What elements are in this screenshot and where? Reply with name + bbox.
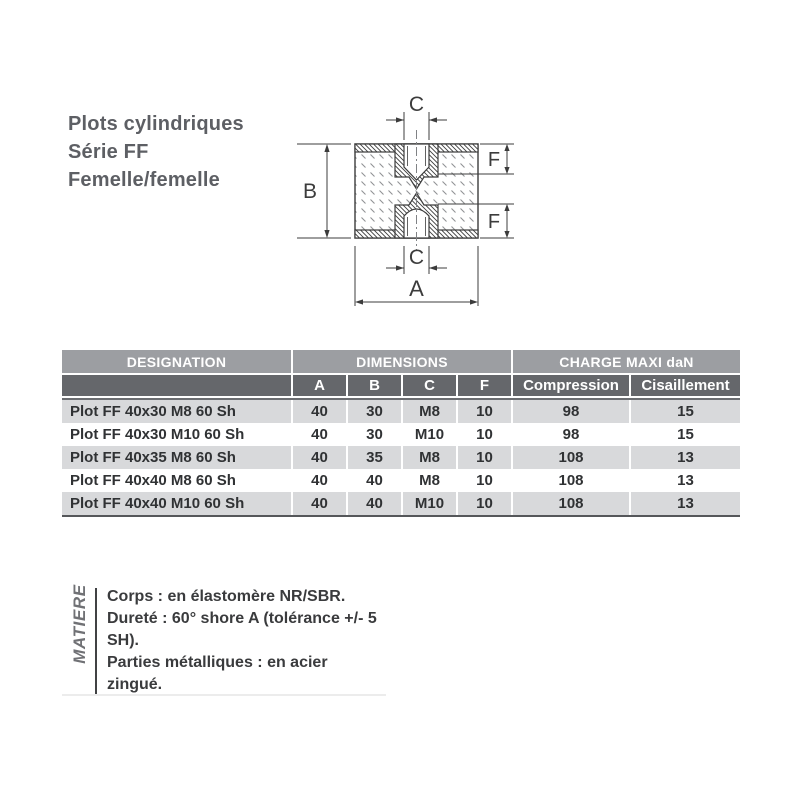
- dimension-a: [354, 246, 479, 306]
- cell-c: M10: [403, 423, 456, 446]
- page-title: Plots cylindriques Série FF Femelle/feme…: [68, 110, 244, 194]
- cell-f: 10: [458, 446, 511, 469]
- material-section: MATIERE Corps : en élastomère NR/SBR. Du…: [62, 580, 386, 696]
- series-name: Série FF: [68, 141, 149, 163]
- dimension-c-top: [386, 112, 447, 140]
- col-group-designation: DESIGNATION: [62, 350, 291, 373]
- material-line: Dureté : 60° shore A (tolérance +/- 5 SH…: [107, 610, 377, 649]
- dim-label-f-top: F: [488, 149, 500, 171]
- col-header-compression: Compression: [513, 375, 629, 396]
- cell-c: M10: [403, 492, 456, 515]
- technical-drawing: C B F F C A: [297, 93, 514, 306]
- col-header-b: B: [348, 375, 401, 396]
- cell-b: 40: [348, 492, 401, 515]
- dim-label-a: A: [409, 276, 424, 301]
- cell-compression: 98: [513, 423, 629, 446]
- spec-table: DESIGNATION DIMENSIONS CHARGE MAXI daN A…: [62, 350, 740, 517]
- cell-f: 10: [458, 400, 511, 423]
- cell-f: 10: [458, 423, 511, 446]
- col-group-charge: CHARGE MAXI daN: [513, 350, 740, 373]
- cell-a: 40: [293, 469, 346, 492]
- table-row: Plot FF 40x40 M10 60 Sh 40 40 M10 10 108…: [62, 492, 740, 515]
- material-vertical-label: MATIERE: [70, 584, 89, 664]
- col-header-c: C: [403, 375, 456, 396]
- cell-c: M8: [403, 400, 456, 423]
- material-divider: [95, 588, 97, 694]
- dim-label-f-bottom: F: [488, 211, 500, 233]
- cell-cisaillement: 13: [631, 492, 740, 515]
- cell-cisaillement: 15: [631, 423, 740, 446]
- cell-b: 35: [348, 446, 401, 469]
- cell-designation: Plot FF 40x40 M8 60 Sh: [62, 469, 291, 492]
- col-header-a: A: [293, 375, 346, 396]
- cell-c: M8: [403, 469, 456, 492]
- cell-a: 40: [293, 423, 346, 446]
- cell-designation: Plot FF 40x30 M10 60 Sh: [62, 423, 291, 446]
- cell-f: 10: [458, 469, 511, 492]
- table-bottom-rule: [62, 515, 740, 517]
- dim-label-b: B: [303, 180, 317, 203]
- cell-designation: Plot FF 40x40 M10 60 Sh: [62, 492, 291, 515]
- product-family: Plots cylindriques: [68, 113, 244, 135]
- cell-b: 40: [348, 469, 401, 492]
- variant-name: Femelle/femelle: [68, 169, 220, 191]
- dim-label-c-top: C: [409, 93, 424, 116]
- material-line: Corps : en élastomère NR/SBR.: [107, 588, 346, 605]
- cell-compression: 108: [513, 469, 629, 492]
- cell-compression: 98: [513, 400, 629, 423]
- cell-a: 40: [293, 400, 346, 423]
- material-notes: Corps : en élastomère NR/SBR. Dureté : 6…: [107, 586, 386, 696]
- table-row: Plot FF 40x30 M8 60 Sh 40 30 M8 10 98 15: [62, 400, 740, 423]
- cell-b: 30: [348, 400, 401, 423]
- dim-label-c-bottom: C: [409, 246, 424, 269]
- dimension-b: [297, 143, 351, 239]
- cell-designation: Plot FF 40x30 M8 60 Sh: [62, 400, 291, 423]
- cell-c: M8: [403, 446, 456, 469]
- cell-compression: 108: [513, 492, 629, 515]
- cell-compression: 108: [513, 446, 629, 469]
- material-line: Parties métalliques : en acier zingué.: [107, 654, 328, 693]
- col-header-f: F: [458, 375, 511, 396]
- table-row: Plot FF 40x35 M8 60 Sh 40 35 M8 10 108 1…: [62, 446, 740, 469]
- cell-cisaillement: 13: [631, 446, 740, 469]
- col-group-dimensions: DIMENSIONS: [293, 350, 511, 373]
- cell-b: 30: [348, 423, 401, 446]
- cell-a: 40: [293, 446, 346, 469]
- col-header-cisaillement: Cisaillement: [631, 375, 740, 396]
- col-header-blank: [62, 375, 291, 396]
- cell-designation: Plot FF 40x35 M8 60 Sh: [62, 446, 291, 469]
- table-row: Plot FF 40x40 M8 60 Sh 40 40 M8 10 108 1…: [62, 469, 740, 492]
- dimension-c-bottom: [386, 246, 447, 274]
- table-row: Plot FF 40x30 M10 60 Sh 40 30 M10 10 98 …: [62, 423, 740, 446]
- dimension-f-top: [438, 143, 514, 175]
- cell-cisaillement: 15: [631, 400, 740, 423]
- cell-a: 40: [293, 492, 346, 515]
- table-group-header-row: DESIGNATION DIMENSIONS CHARGE MAXI daN: [62, 350, 740, 373]
- dimension-f-bottom: [438, 203, 514, 239]
- table-separator: [62, 398, 740, 400]
- cell-cisaillement: 13: [631, 469, 740, 492]
- cell-f: 10: [458, 492, 511, 515]
- table-sub-header-row: A B C F Compression Cisaillement: [62, 375, 740, 396]
